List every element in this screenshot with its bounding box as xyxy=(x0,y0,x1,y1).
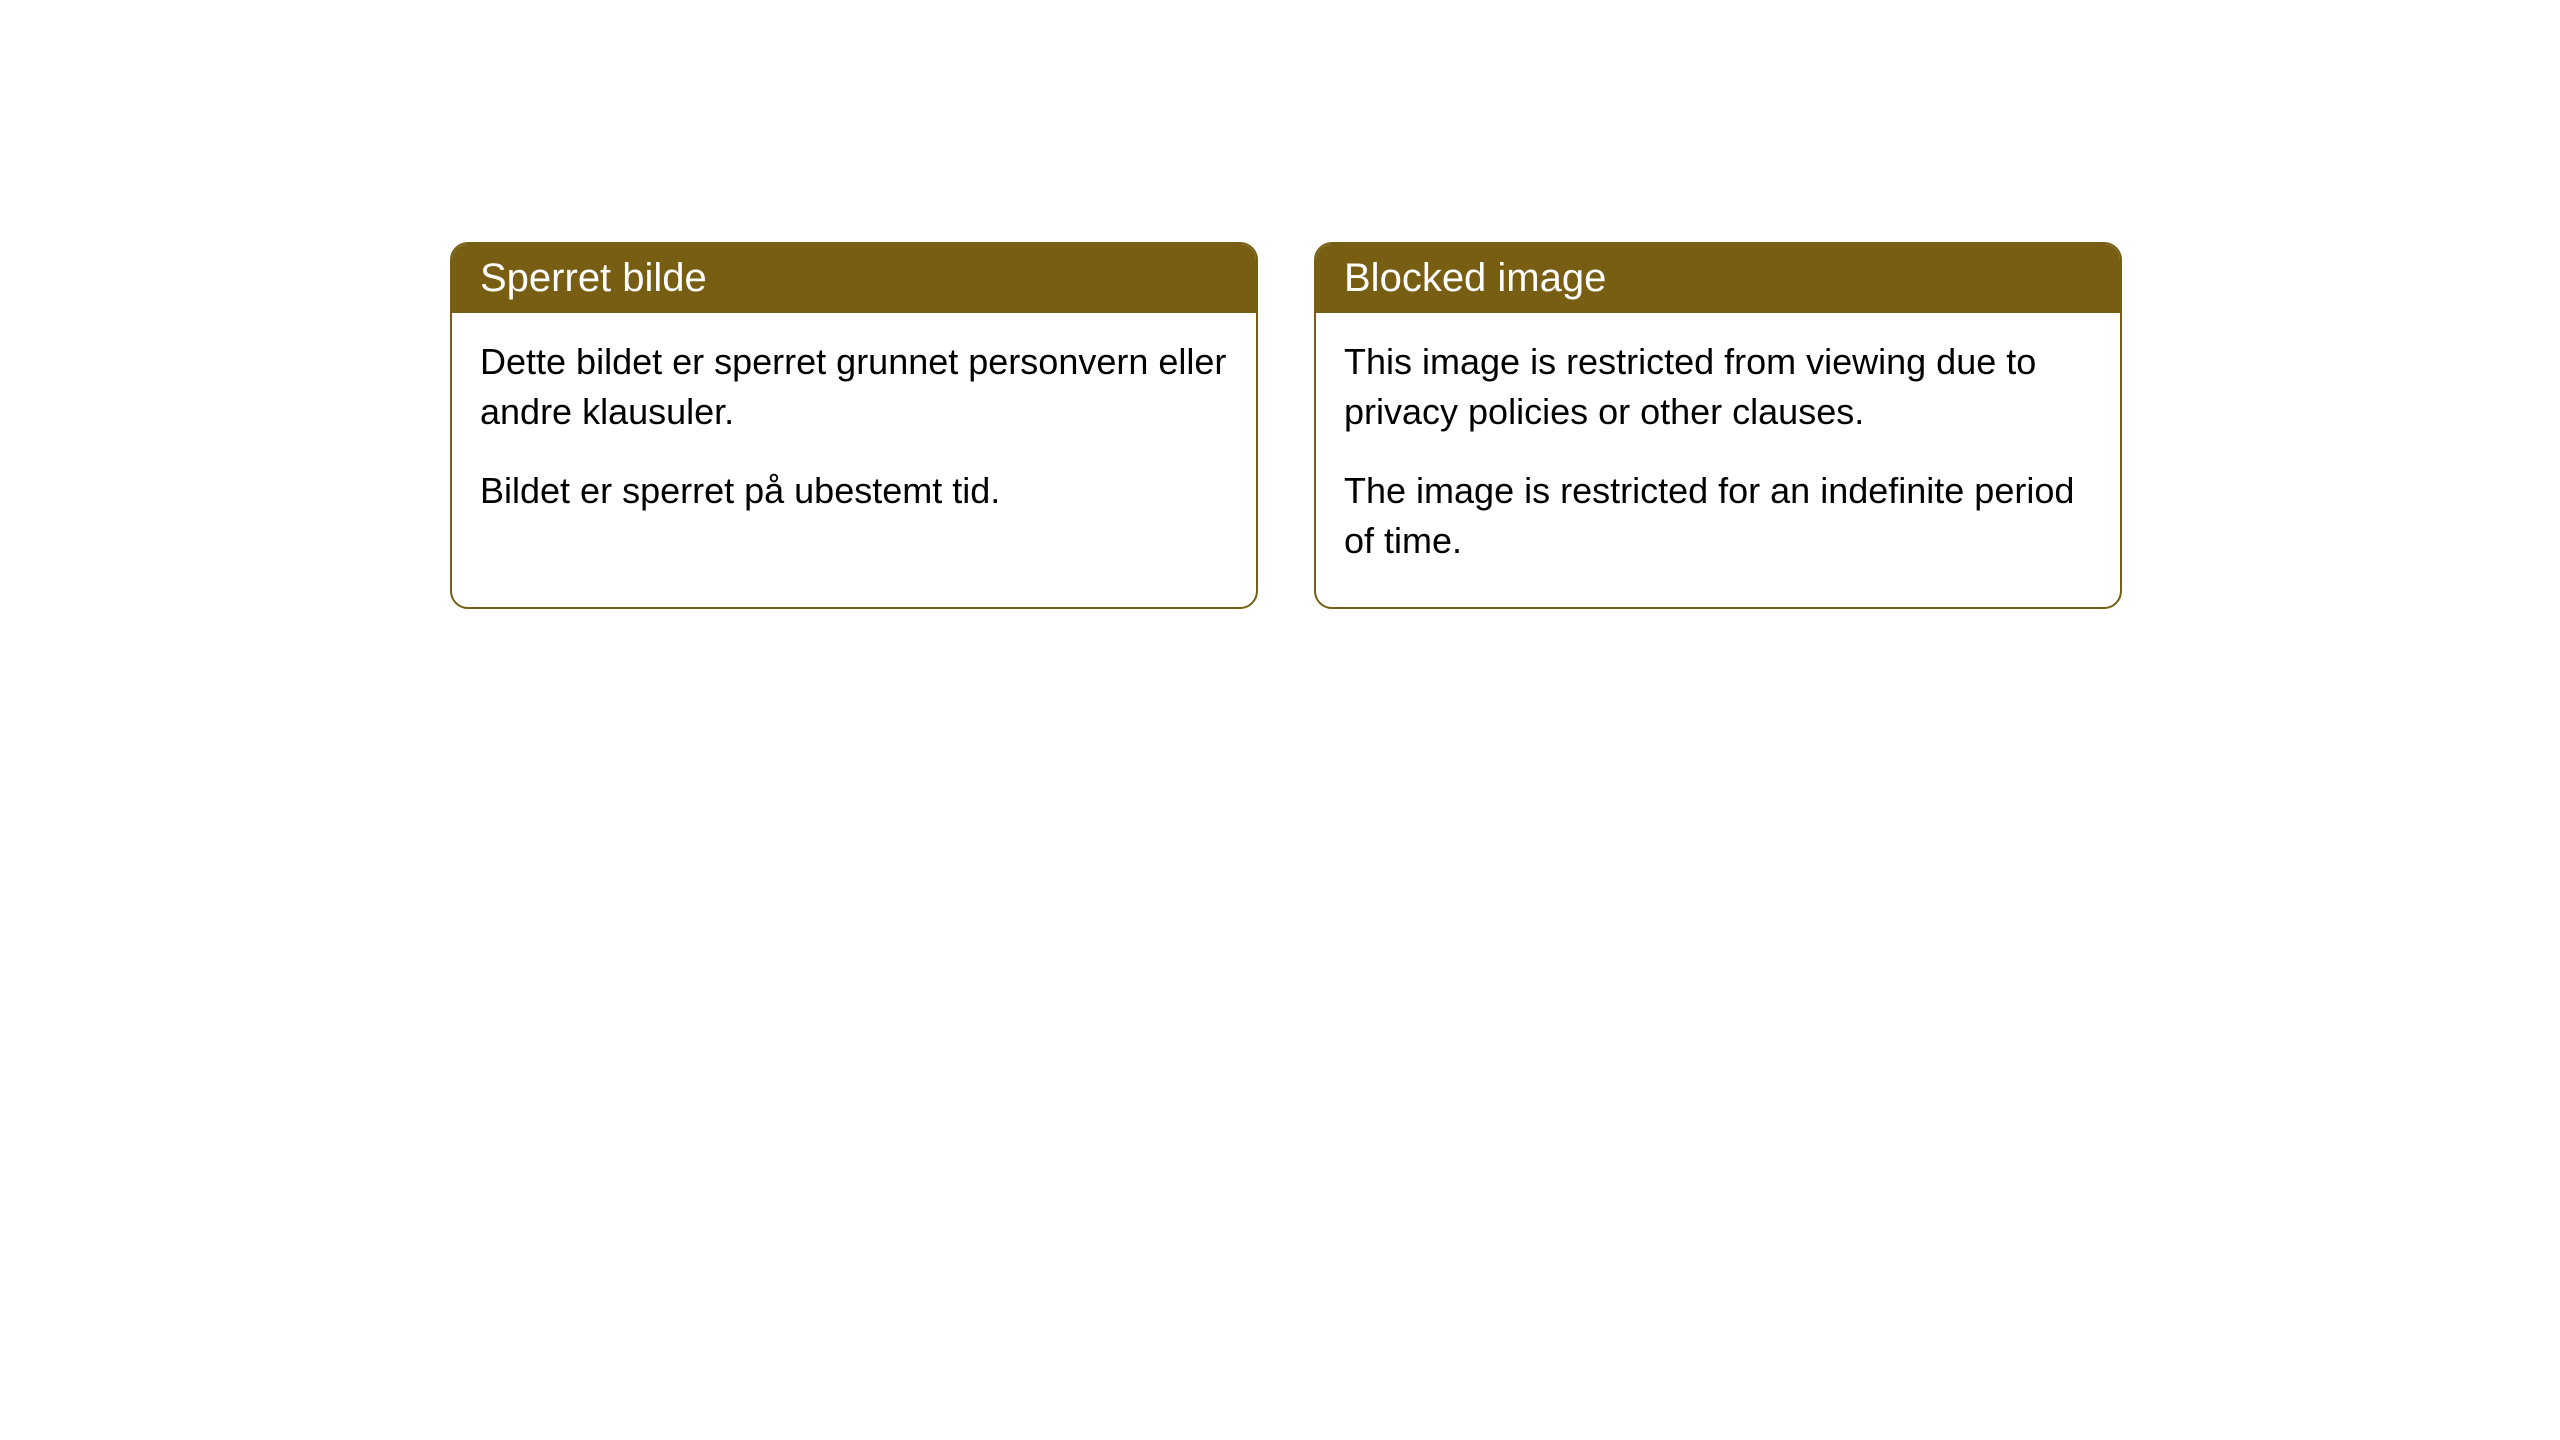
card-header-english: Blocked image xyxy=(1316,244,2120,313)
card-body-norwegian: Dette bildet er sperret grunnet personve… xyxy=(452,313,1256,556)
card-text-2: Bildet er sperret på ubestemt tid. xyxy=(480,466,1228,516)
card-body-english: This image is restricted from viewing du… xyxy=(1316,313,2120,607)
card-title: Sperret bilde xyxy=(480,256,707,300)
notice-cards-container: Sperret bilde Dette bildet er sperret gr… xyxy=(450,242,2122,609)
card-text-2: The image is restricted for an indefinit… xyxy=(1344,466,2092,567)
card-title: Blocked image xyxy=(1344,256,1606,300)
card-header-norwegian: Sperret bilde xyxy=(452,244,1256,313)
card-text-1: This image is restricted from viewing du… xyxy=(1344,337,2092,438)
blocked-image-card-norwegian: Sperret bilde Dette bildet er sperret gr… xyxy=(450,242,1258,609)
blocked-image-card-english: Blocked image This image is restricted f… xyxy=(1314,242,2122,609)
card-text-1: Dette bildet er sperret grunnet personve… xyxy=(480,337,1228,438)
